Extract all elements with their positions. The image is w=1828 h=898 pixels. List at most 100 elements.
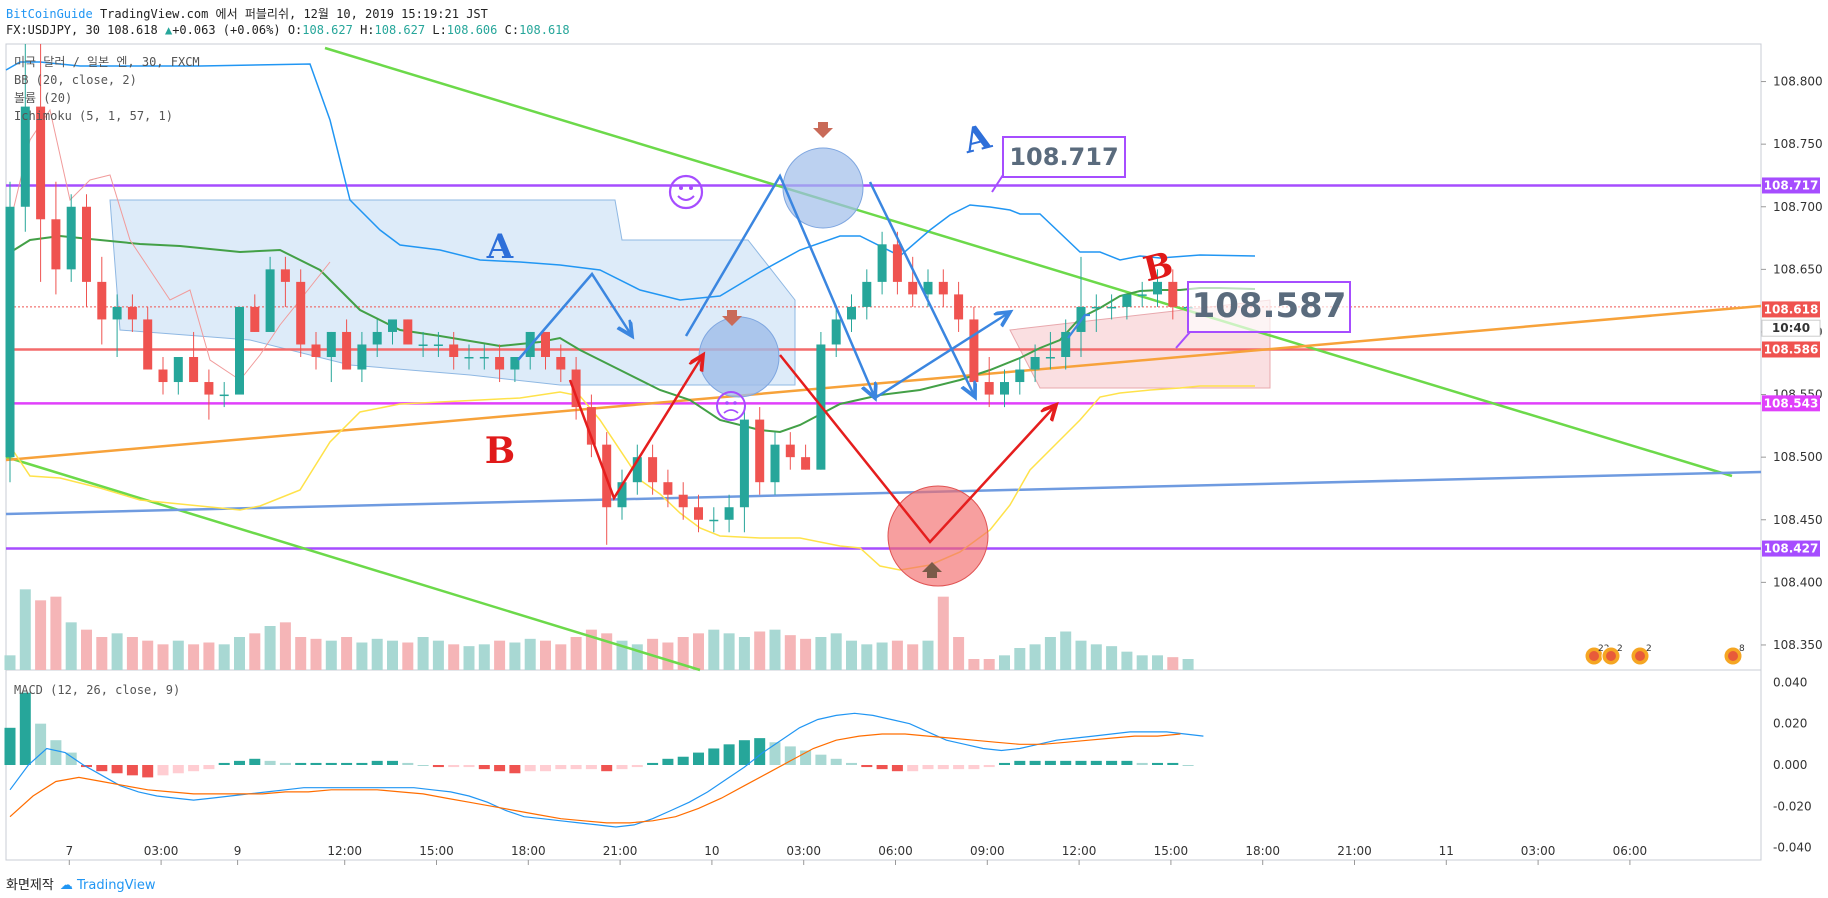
volume-bar [1090, 644, 1102, 670]
candle-body [954, 294, 964, 320]
macd-hist-bar [371, 760, 383, 765]
callout-box-right: 108.587 [1175, 281, 1351, 349]
macd-hist-bar [35, 723, 47, 765]
candle-body [51, 219, 61, 270]
macd-hist-bar [1121, 760, 1133, 765]
macd-hist-bar [96, 765, 108, 772]
time-tick-label: 12:00 [327, 844, 362, 858]
volume-bar [937, 596, 949, 670]
price-label-badge [1762, 301, 1820, 318]
tradingview-link[interactable]: TradingView [76, 878, 156, 893]
candle-body [908, 281, 918, 295]
callout-box-top: 108.717 [991, 136, 1126, 193]
candle-body [969, 319, 979, 383]
macd-hist-bar [4, 727, 16, 765]
candle-body [877, 244, 887, 282]
footer-made-text: 화면제작 [6, 878, 54, 893]
event-badges-layer[interactable]: 22 2 2 8 [1584, 644, 1745, 666]
candle-body [97, 281, 107, 320]
candle-body [1168, 281, 1178, 307]
macd-hist-bar [157, 765, 169, 776]
volume-bar [754, 631, 766, 670]
time-tick-label: 21:00 [1337, 844, 1372, 858]
candle-body [357, 344, 367, 370]
candle-body [1015, 369, 1025, 383]
candle-body [694, 507, 703, 520]
volume-bar [341, 637, 353, 670]
volume-bar [662, 642, 674, 670]
volume-bar [81, 629, 92, 670]
macd-hist-bar [356, 762, 368, 765]
macd-hist-bar [907, 765, 919, 772]
macd-hist-bar [876, 765, 888, 770]
legend-symbol-line: 미국 달러 / 일본 엔, 30, FXCM [14, 55, 200, 69]
candle-body [586, 407, 596, 445]
candle-body [984, 382, 994, 395]
macd-hist-bar [295, 762, 307, 765]
macd-hist-bar [310, 762, 322, 765]
macd-hist-bar [494, 765, 506, 772]
macd-tick-label: -0.020 [1773, 799, 1812, 813]
volume-bar [1075, 640, 1087, 670]
price-label-badge [1762, 540, 1820, 557]
tradingview-logo-icon[interactable]: ☁ TradingView [59, 878, 156, 893]
candle-body [724, 507, 734, 520]
volume-bar [846, 640, 857, 670]
blue-path-far [874, 312, 1010, 400]
candle-body [892, 244, 902, 282]
macd-hist-bar [1014, 760, 1026, 765]
volume-bar [432, 640, 444, 670]
blue-path-left [517, 271, 632, 361]
blue-trendline [5, 470, 1762, 516]
last-price: 108.618 [107, 23, 158, 37]
high-value: 108.627 [374, 23, 426, 37]
candle-body [479, 357, 489, 359]
macd-hist-bar [540, 765, 551, 772]
volume-bar [35, 600, 47, 670]
symbol-text: FX:USDJPY, 30 [6, 23, 100, 37]
candle-body [785, 444, 795, 458]
time-tick-label: 18:00 [1245, 844, 1280, 858]
volume-bar [19, 589, 31, 670]
candle-body [1153, 281, 1162, 295]
volume-bar [723, 633, 735, 670]
volume-bar [509, 642, 521, 670]
blue-circle-top [782, 147, 864, 229]
volume-bar [188, 644, 200, 670]
macd-hist-bar [417, 765, 429, 766]
macd-hist-bar [524, 765, 536, 772]
price-label-badge [1761, 319, 1821, 337]
arrow-down-marker-top [813, 122, 833, 138]
macd-hist-bar [662, 758, 674, 765]
price-tick-label: 108.650 [1773, 262, 1823, 276]
macd-hist-bar [19, 692, 31, 765]
price-label-badge [1762, 177, 1820, 194]
time-tick-label: 10 [704, 844, 719, 858]
volume-bar [540, 640, 551, 670]
candle-body [143, 319, 153, 370]
price-label-text: 108.543 [1764, 396, 1819, 410]
candle-body [862, 281, 872, 307]
candle-body [1107, 306, 1117, 309]
volume-bar [601, 633, 613, 670]
macd-hist-bar [677, 756, 689, 765]
volume-bar [1182, 659, 1194, 670]
macd-hist-bar [249, 758, 261, 765]
candle-body [1091, 306, 1101, 309]
volume-bar [677, 637, 689, 670]
candle-body [20, 106, 30, 207]
volume-bar [111, 633, 123, 670]
macd-hist-bar [1044, 760, 1056, 765]
macd-hist-bar [126, 765, 138, 776]
event-badge-us-flag-icon: 2 [1630, 644, 1652, 666]
macd-hist-bar [922, 765, 934, 770]
candle-body [265, 269, 275, 332]
candle-body [36, 106, 46, 220]
brand-name[interactable]: BitCoinGuide [6, 7, 93, 21]
candle-body [510, 357, 520, 370]
candle-body [648, 457, 658, 483]
macd-hist-bar [234, 760, 245, 765]
price-tick-label: 108.400 [1773, 575, 1823, 589]
arrow-up-marker-low [922, 562, 942, 578]
